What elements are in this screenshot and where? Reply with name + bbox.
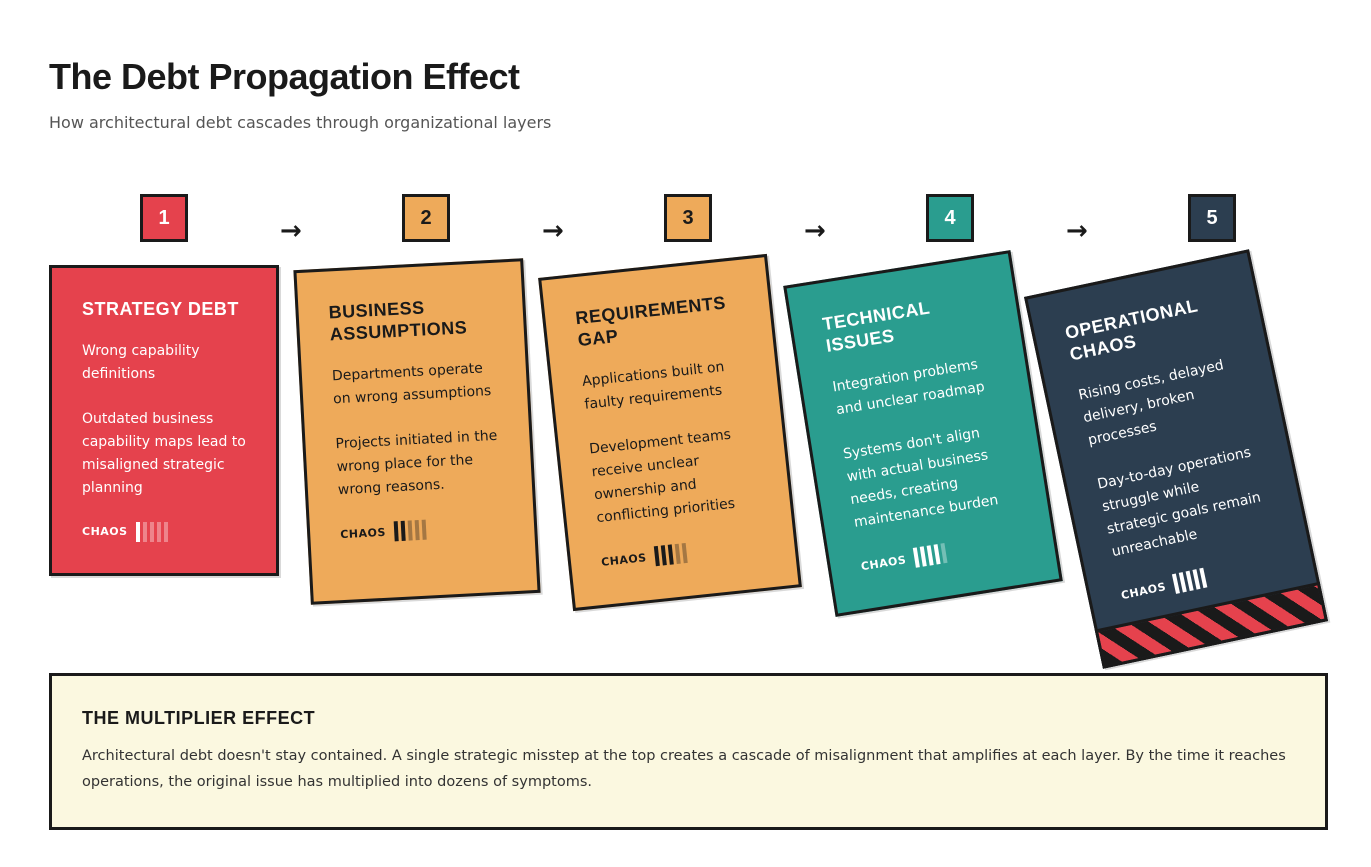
page-title: The Debt Propagation Effect [49,56,520,97]
stage-number-5: 5 [1188,194,1236,242]
stage-card-2: Business Assumptions Departments operate … [293,257,541,605]
chaos-bar [681,542,688,563]
chaos-meter: CHAOS [82,521,246,542]
chaos-bar [940,542,948,563]
stage-detail: Outdated business capability maps lead t… [82,410,246,496]
stage-lead: Integration problems and unclear roadmap [831,356,986,418]
chaos-bar [674,543,681,564]
chaos-label: CHAOS [339,524,387,541]
stage-card-3: Requirements Gap Applications built on fa… [538,253,802,611]
stage-number-3: 3 [664,194,712,242]
stage-title: Requirements Gap [574,292,727,350]
chaos-meter: CHAOS [600,534,765,571]
stage-title: Strategy Debt [82,298,239,319]
stage-number-4: 4 [926,194,974,242]
chaos-bar [421,519,427,540]
stage-detail: Systems don't align with actual business… [842,424,1000,531]
chaos-bar [393,520,399,541]
arrow-right-icon: → [804,216,826,246]
chaos-bar [163,521,168,542]
chaos-bar [156,521,161,542]
stage-lead: Wrong capability definitions [82,342,200,382]
chaos-bar [912,546,920,568]
chaos-bar [407,519,413,541]
multiplier-title: THE MULTIPLIER EFFECT [82,708,316,728]
stage-number-2: 2 [402,194,450,242]
chaos-bar [142,521,147,542]
arrow-right-icon: → [542,216,564,246]
chaos-label: CHAOS [82,525,128,538]
chaos-label: CHAOS [600,550,648,568]
stage-title: Technical Issues [821,297,932,356]
chaos-bar [653,545,660,566]
chaos-bar [149,521,154,542]
stage-number-1: 1 [140,194,188,242]
stage-lead: Departments operate on wrong assumptions [331,359,492,407]
chaos-bar [926,544,934,566]
chaos-bar [414,519,420,540]
stage-lead: Rising costs, delayed delivery, broken p… [1077,357,1226,449]
chaos-bar [400,520,406,541]
chaos-bar [660,544,667,566]
stage-card-1: Strategy Debt Wrong capability definition… [49,264,279,576]
stage-card-5: Operational Chaos Rising costs, delayed d… [1024,249,1328,669]
chaos-bar [135,521,140,542]
stage-lead: Applications built on faulty requirement… [581,358,726,413]
chaos-label: CHAOS [859,552,908,573]
stage-detail: Development teams receive unclear owners… [588,426,736,526]
stage-card-4: Technical Issues Integration problems and… [783,249,1063,617]
arrow-right-icon: → [1066,216,1088,246]
stage-detail: Projects initiated in the wrong place fo… [335,427,498,498]
stage-detail: Day-to-day operations struggle while str… [1095,444,1263,561]
stage-title: Operational Chaos [1063,295,1200,365]
chaos-meter: CHAOS [859,530,1024,575]
chaos-label: CHAOS [1119,579,1168,602]
arrow-right-icon: → [280,216,302,246]
chaos-meter: CHAOS [340,515,505,544]
chaos-bar [1198,567,1207,589]
chaos-bar [667,543,674,565]
chaos-bar [933,543,941,565]
multiplier-text: Architectural debt doesn't stay containe… [82,748,1286,790]
page-subtitle: How architectural debt cascades through … [49,113,552,132]
stage-title: Business Assumptions [328,296,468,344]
chaos-bar [919,545,927,567]
multiplier-effect-box: THE MULTIPLIER EFFECT Architectural debt… [49,673,1328,830]
